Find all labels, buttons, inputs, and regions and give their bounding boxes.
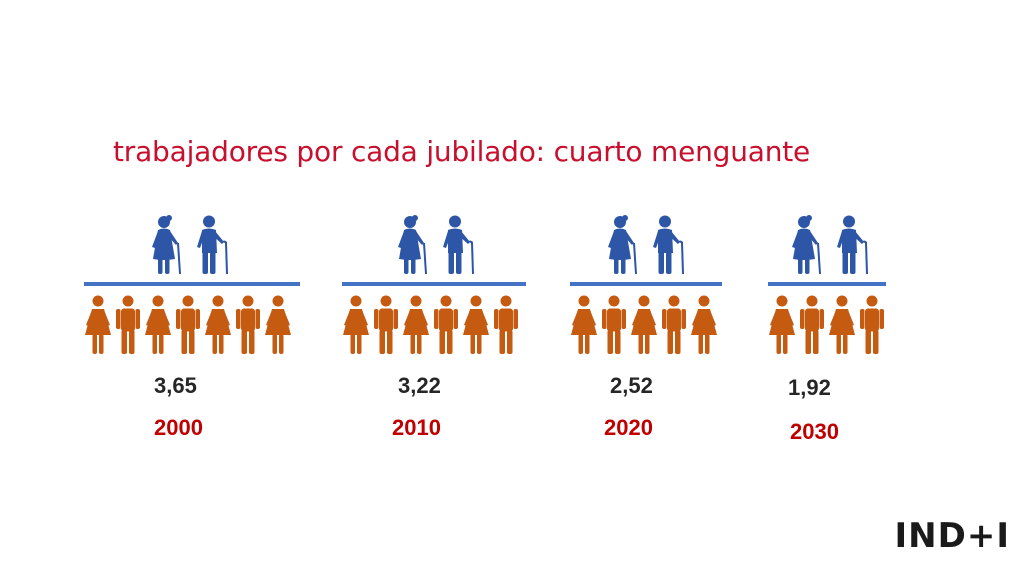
elderly-woman-icon xyxy=(608,215,637,274)
retirees-row xyxy=(788,215,874,275)
retirees-row xyxy=(604,215,690,275)
workers-row xyxy=(768,295,886,355)
ratio-value: 3,22 xyxy=(398,373,441,398)
divider-bar xyxy=(768,282,886,286)
elderly-woman-icon xyxy=(792,215,821,274)
year-label: 2010 xyxy=(392,415,441,440)
man-icon xyxy=(116,295,140,354)
woman-icon xyxy=(343,295,369,354)
man-icon xyxy=(236,295,260,354)
divider-bar xyxy=(570,282,722,286)
woman-icon xyxy=(403,295,429,354)
ratio-value: 1,92 xyxy=(788,375,831,400)
elderly-man-icon xyxy=(197,215,228,274)
divider-bar xyxy=(342,282,526,286)
elderly-woman-icon xyxy=(398,215,427,274)
workers-row xyxy=(570,295,718,355)
elderly-man-icon xyxy=(653,215,684,274)
woman-icon xyxy=(205,295,231,354)
year-label: 2030 xyxy=(790,419,839,444)
man-icon xyxy=(494,295,518,354)
woman-icon xyxy=(463,295,489,354)
woman-icon xyxy=(829,295,855,354)
man-icon xyxy=(602,295,626,354)
woman-icon xyxy=(691,295,717,354)
workers-row xyxy=(342,295,520,355)
retirees-row xyxy=(394,215,480,275)
ratio-value: 3,65 xyxy=(154,373,197,398)
woman-icon xyxy=(631,295,657,354)
year-label: 2000 xyxy=(154,415,203,440)
woman-icon xyxy=(571,295,597,354)
elderly-woman-icon xyxy=(152,215,181,274)
retirees-row xyxy=(148,215,234,275)
elderly-man-icon xyxy=(837,215,868,274)
man-icon xyxy=(662,295,686,354)
man-icon xyxy=(434,295,458,354)
man-icon xyxy=(176,295,200,354)
man-icon xyxy=(800,295,824,354)
woman-icon xyxy=(769,295,795,354)
divider-bar xyxy=(84,282,300,286)
woman-icon xyxy=(265,295,291,354)
year-label: 2020 xyxy=(604,415,653,440)
ratio-value: 2,52 xyxy=(610,373,653,398)
woman-icon xyxy=(145,295,171,354)
workers-row xyxy=(84,295,292,355)
page-title: trabajadores por cada jubilado: cuarto m… xyxy=(113,135,811,168)
man-icon xyxy=(374,295,398,354)
elderly-man-icon xyxy=(443,215,474,274)
woman-icon xyxy=(85,295,111,354)
brand-logo: IND+I xyxy=(894,516,1010,556)
man-icon xyxy=(860,295,884,354)
